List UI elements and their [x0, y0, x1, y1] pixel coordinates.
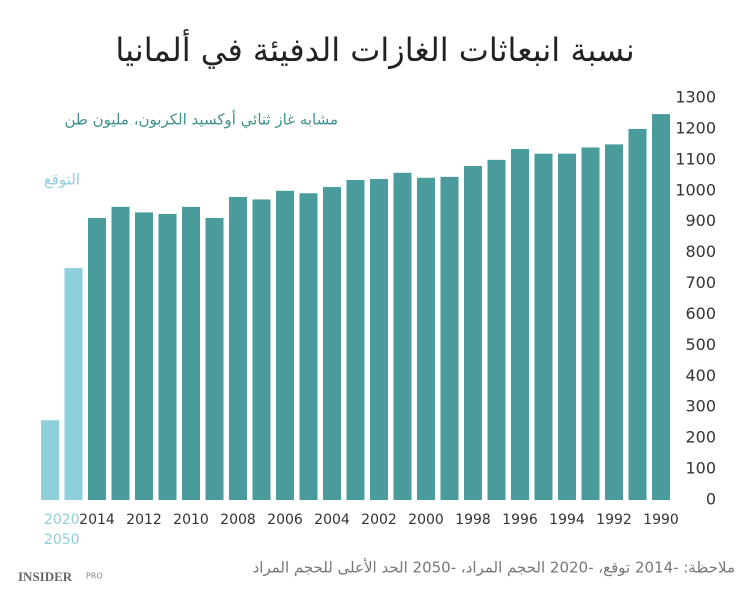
x-tick-label: 2002	[361, 512, 397, 528]
legend-label: التوقع	[44, 171, 80, 189]
y-tick-label: 1200	[675, 118, 716, 137]
y-tick-label: 0	[706, 490, 716, 509]
bar	[605, 144, 623, 500]
bar	[417, 177, 435, 500]
x-tick-label: 1992	[596, 512, 632, 528]
x-tick-label: 1994	[549, 512, 585, 528]
y-tick-label: 900	[685, 211, 716, 230]
x-tick-label: 2010	[173, 512, 209, 528]
bar	[182, 206, 200, 500]
bar	[370, 179, 388, 500]
y-tick-label: 700	[685, 273, 716, 292]
y-tick-label: 500	[685, 335, 716, 354]
x-tick-label: 2000	[408, 512, 444, 528]
legend-label: مشابه غاز ثنائي أوكسيد الكربون، مليون طن	[65, 110, 338, 130]
bar	[346, 179, 365, 500]
y-tick-label: 1100	[675, 149, 716, 168]
y-tick-label: 200	[685, 428, 716, 447]
bar	[487, 159, 506, 500]
x-tick-label: 2020	[44, 512, 80, 528]
x-tick-label: 1996	[502, 512, 538, 528]
y-tick-label: 800	[685, 242, 716, 261]
bar	[534, 153, 553, 500]
x-tick-label: 1998	[455, 512, 491, 528]
bar	[299, 193, 318, 500]
x-tick-label: 2014	[79, 512, 115, 528]
bar	[652, 114, 670, 500]
bar	[158, 213, 177, 500]
bar	[252, 199, 271, 501]
x-tick-label: 2050	[44, 532, 80, 548]
bar	[628, 128, 647, 500]
bar	[64, 268, 83, 500]
bar	[111, 206, 130, 500]
x-tick-label: 2008	[220, 512, 256, 528]
logo: INSIDER	[18, 569, 73, 584]
bar	[41, 420, 59, 500]
bar	[276, 190, 294, 500]
bar	[511, 149, 529, 500]
bar	[464, 166, 482, 500]
y-tick-label: 1300	[675, 88, 716, 107]
x-tick-label: 2006	[267, 512, 303, 528]
logo-suffix: PRO	[86, 572, 103, 581]
chart-title: نسبة انبعاثات الغازات الدفيئة في ألمانيا	[115, 29, 634, 69]
bar	[393, 172, 412, 500]
bar	[135, 212, 153, 500]
y-tick-label: 1000	[675, 180, 716, 199]
bar	[205, 217, 224, 500]
x-tick-label: 2004	[314, 512, 350, 528]
note: ملاحظة: -2014 توقع، -2020 الحجم المراد، …	[253, 558, 735, 577]
bar	[88, 217, 106, 500]
y-tick-label: 300	[685, 397, 716, 416]
x-tick-label: 1990	[643, 512, 679, 528]
bar	[558, 153, 576, 500]
x-tick-label: 2012	[126, 512, 162, 528]
y-tick-label: 400	[685, 366, 716, 385]
y-tick-label: 100	[685, 459, 716, 478]
bar	[581, 147, 600, 500]
y-tick-label: 600	[685, 304, 716, 323]
bar	[229, 196, 247, 500]
bar	[440, 176, 459, 500]
bar	[323, 187, 341, 500]
